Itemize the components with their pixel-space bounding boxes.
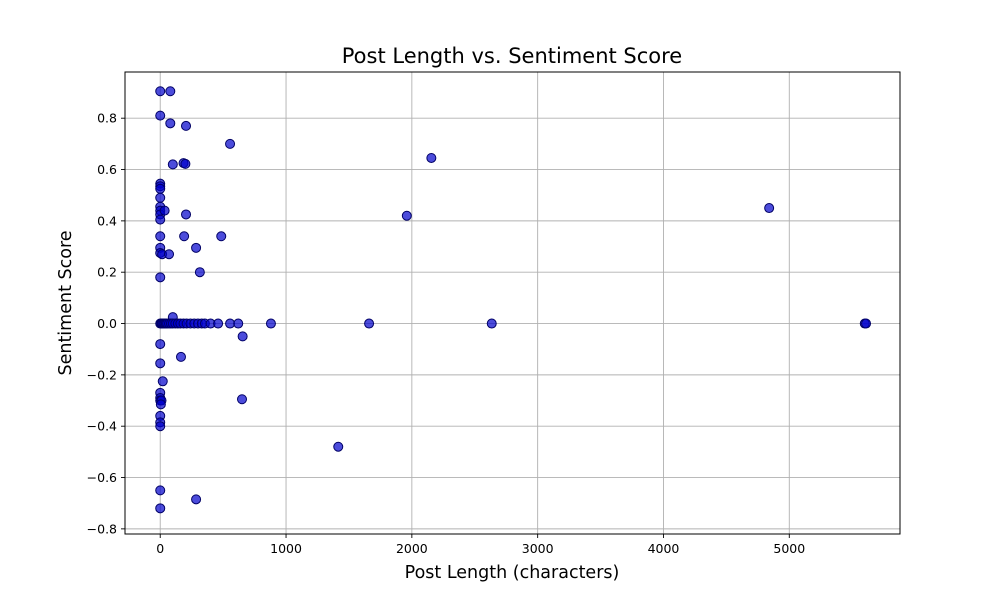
data-point: [155, 192, 166, 203]
y-tick-label: −0.4: [87, 419, 117, 434]
data-point: [165, 118, 176, 129]
data-point: [165, 86, 176, 97]
x-tick-label: 4000: [648, 541, 680, 556]
y-tick-label: 0.8: [97, 111, 117, 126]
y-axis-ticks: −0.8 −0.6 −0.4 −0.2 0.0 0.2 0.4 0.6 0.8: [87, 111, 125, 536]
y-tick-label: 0.6: [97, 162, 117, 177]
x-tick-label: 5000: [773, 541, 805, 556]
data-point: [191, 242, 202, 253]
chart-title: Post Length vs. Sentiment Score: [342, 44, 682, 68]
data-points: [155, 86, 872, 514]
data-point: [180, 158, 191, 169]
data-point: [155, 183, 166, 194]
x-tick-label: 3000: [522, 541, 554, 556]
data-point: [155, 421, 166, 432]
data-point: [213, 318, 224, 329]
y-tick-label: 0.4: [97, 213, 117, 228]
data-point: [155, 358, 166, 369]
data-point: [265, 318, 276, 329]
x-tick-label: 1000: [270, 541, 302, 556]
data-point: [237, 394, 248, 405]
data-point: [333, 441, 344, 452]
data-point: [155, 86, 166, 97]
data-point: [225, 138, 236, 149]
data-point: [155, 485, 166, 496]
y-tick-label: −0.8: [87, 521, 117, 536]
data-point: [155, 214, 166, 225]
data-point: [426, 152, 437, 163]
data-point: [486, 318, 497, 329]
data-point: [216, 231, 227, 242]
y-tick-label: −0.2: [87, 367, 117, 382]
data-point: [155, 110, 166, 121]
data-point: [155, 339, 166, 350]
data-point: [764, 203, 775, 214]
data-point: [401, 210, 412, 221]
y-tick-label: 0.2: [97, 265, 117, 280]
x-tick-label: 0: [156, 541, 164, 556]
data-point: [181, 209, 192, 220]
data-point: [225, 318, 236, 329]
y-axis-label: Sentiment Score: [56, 230, 76, 375]
y-tick-label: 0.0: [97, 316, 117, 331]
data-point: [155, 231, 166, 242]
x-axis-label: Post Length (characters): [405, 563, 620, 583]
x-tick-label: 2000: [396, 541, 428, 556]
data-point: [237, 331, 248, 342]
data-point: [159, 205, 170, 216]
data-point: [861, 318, 872, 329]
x-axis-ticks: 0 1000 2000 3000 4000 5000: [156, 534, 805, 556]
data-point: [179, 231, 190, 242]
data-point: [167, 159, 178, 170]
data-point: [364, 318, 375, 329]
data-point: [155, 272, 166, 283]
data-point: [194, 267, 205, 278]
data-point: [191, 494, 202, 505]
data-point: [155, 503, 166, 514]
data-point: [233, 318, 244, 329]
data-point: [155, 399, 166, 410]
plot-area-frame: [124, 71, 901, 535]
data-point: [181, 120, 192, 131]
data-point: [157, 376, 168, 387]
grid-lines: [125, 72, 900, 534]
data-point: [175, 351, 186, 362]
data-point: [164, 249, 175, 260]
y-tick-label: −0.6: [87, 470, 117, 485]
